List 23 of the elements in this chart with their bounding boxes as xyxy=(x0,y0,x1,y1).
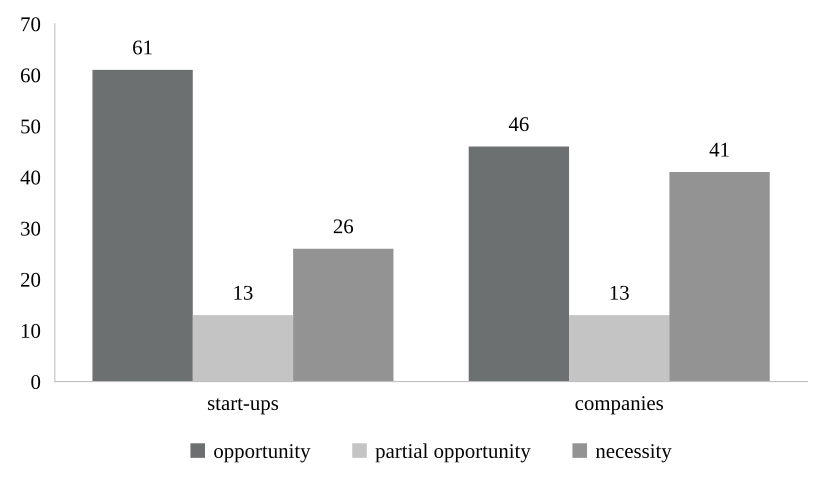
bar xyxy=(92,70,193,382)
bar xyxy=(468,146,570,382)
data-label: 61 xyxy=(133,40,152,55)
data-label: 41 xyxy=(710,142,729,157)
bar xyxy=(669,172,770,382)
bar xyxy=(293,248,394,382)
data-label: 13 xyxy=(610,286,629,300)
y-tick-label: 40 xyxy=(20,170,40,185)
data-label: 26 xyxy=(334,219,354,234)
y-tick-label: 60 xyxy=(20,68,40,82)
y-tick-label: 50 xyxy=(21,119,40,134)
y-tick-label: 10 xyxy=(22,324,40,338)
data-label: 46 xyxy=(508,117,529,132)
y-tick-label: 0 xyxy=(31,374,40,390)
y-tick-label: 70 xyxy=(21,17,40,32)
x-tick-label: companies xyxy=(575,396,664,414)
legend-label: partial opportunity xyxy=(375,443,531,462)
y-tick-label: 20 xyxy=(21,272,40,287)
x-tick-label: start-ups xyxy=(208,398,278,414)
data-label: 13 xyxy=(234,286,253,300)
y-tick-label: 30 xyxy=(21,222,40,236)
legend-label: necessity xyxy=(596,444,672,462)
legend-label: opportunity xyxy=(214,444,310,462)
